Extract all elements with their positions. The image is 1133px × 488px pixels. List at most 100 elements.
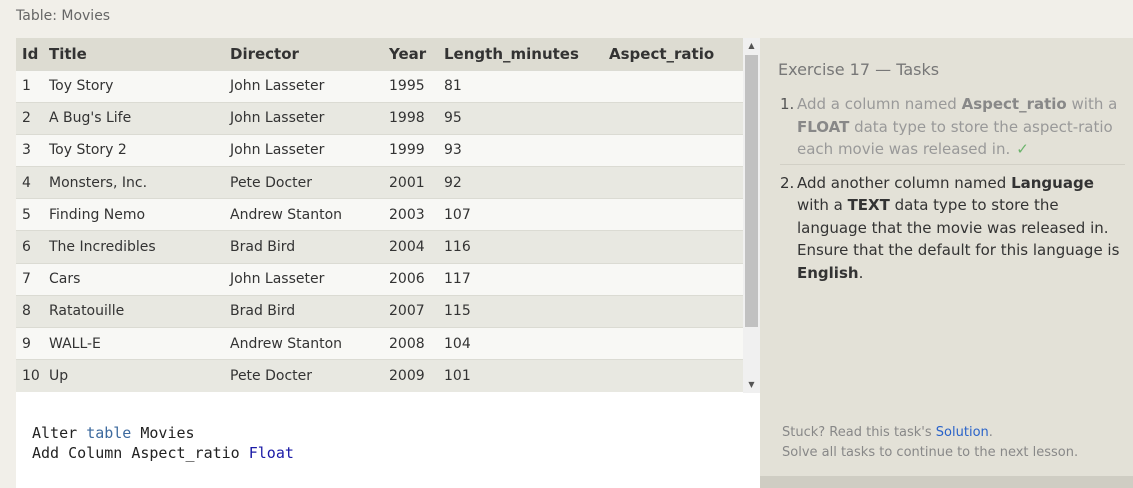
column-header: Title [49,38,230,70]
table-cell: John Lasseter [230,101,389,135]
code-keyword: table [86,424,132,442]
checkmark-icon: ✓ [1016,140,1029,158]
table-cell: 6 [16,230,49,264]
table-cell: 2009 [389,359,444,392]
table-cell: 3 [16,133,49,167]
table-cell: 2001 [389,166,444,199]
panel-title: Exercise 17 — Tasks [778,60,940,79]
table-cell [609,198,743,231]
task-number: 2. [780,173,795,192]
table-cell [609,230,743,264]
table-cell: 95 [444,101,609,135]
panel-footer: Stuck? Read this task's Solution. Solve … [782,423,1078,463]
table-cell: Up [49,359,230,392]
task-item-1: 1. Add a column named Aspect_ratio with … [780,93,1125,165]
table-cell: 81 [444,69,609,103]
code-token: Movies [140,424,195,442]
table-cell: Ratatouille [49,294,230,328]
editor-line-2: Add Column Aspect_ratio Float [32,443,760,463]
table-cell: 2003 [389,198,444,231]
table-cell: John Lasseter [230,262,389,296]
table-cell: Finding Nemo [49,198,230,231]
table-cell: Toy Story [49,69,230,103]
table-cell: 2008 [389,326,444,360]
task-text: Add another column named Language with a… [797,173,1120,282]
table-cell: 101 [444,359,609,392]
table-cell [609,101,743,135]
table-cell: 93 [444,133,609,167]
column-header: Id [16,38,49,70]
tasks-panel: Exercise 17 — Tasks 1. Add a column name… [760,38,1133,476]
code-token: Add Column Aspect_ratio [32,444,240,462]
continue-text: Solve all tasks to continue to the next … [782,445,1079,460]
table-cell: 2004 [389,230,444,264]
table-cell: 7 [16,262,49,296]
table-cell: Andrew Stanton [230,198,389,231]
table-cell: 8 [16,294,49,328]
table-cell: 2006 [389,262,444,296]
table-row: 5 Finding Nemo Andrew Stanton 2003 107 [16,198,743,231]
sql-editor[interactable]: Alter table Movies Add Column Aspect_rat… [16,393,760,488]
table-cell: 115 [444,294,609,328]
table-cell [609,69,743,103]
table-cell [609,326,743,360]
table-cell: 2007 [389,294,444,328]
table-cell: 1998 [389,101,444,135]
task-list: 1. Add a column named Aspect_ratio with … [780,93,1125,288]
table-cell: 116 [444,230,609,264]
task-item-2: 2. Add another column named Language wit… [780,165,1125,289]
table-row: 6 The Incredibles Brad Bird 2004 116 [16,230,743,264]
table-cell: 9 [16,326,49,360]
column-header: Aspect_ratio [609,38,743,70]
solution-link[interactable]: Solution [935,425,989,440]
table-row: 7 Cars John Lasseter 2006 117 [16,262,743,296]
table-scrollbar[interactable]: ▲ ▼ [743,38,760,393]
code-type-keyword: Float [248,444,294,462]
table-cell: 1 [16,69,49,103]
table-row: 1 Toy Story John Lasseter 1995 81 [16,69,743,103]
table-cell: Brad Bird [230,294,389,328]
scroll-up-arrow-icon[interactable]: ▲ [748,41,755,50]
table-cell: 104 [444,326,609,360]
table-cell [609,166,743,199]
scroll-thumb[interactable] [745,55,758,327]
table-cell: Andrew Stanton [230,326,389,360]
movies-table-panel: Id Title Director Year Length_minutes Aspect_… [16,38,760,393]
table-cell: 1995 [389,69,444,103]
table-row: 8 Ratatouille Brad Bird 2007 115 [16,294,743,328]
table-cell: 92 [444,166,609,199]
table-cell: 5 [16,198,49,231]
table-caption: Table: Movies [16,8,111,24]
table-cell: Toy Story 2 [49,133,230,167]
editor-line-1: Alter table Movies [32,423,760,443]
table-cell: Pete Docter [230,359,389,392]
stuck-text: Stuck? Read this task's Solution. [782,425,993,440]
column-header: Length_minutes [444,38,609,70]
table-row: 3 Toy Story 2 John Lasseter 1999 93 [16,133,743,167]
table-cell: Cars [49,262,230,296]
table-cell: John Lasseter [230,133,389,167]
task-text: Add a column named Aspect_ratio with a F… [797,95,1118,158]
table-row: 10 Up Pete Docter 2009 101 [16,359,743,392]
table-cell: Monsters, Inc. [49,166,230,199]
table-cell: 107 [444,198,609,231]
table-cell: 2 [16,101,49,135]
scroll-down-arrow-icon[interactable]: ▼ [748,380,755,389]
task-number: 1. [780,95,795,113]
table-cell: Pete Docter [230,166,389,199]
table-cell: Brad Bird [230,230,389,264]
table-cell: A Bug's Life [49,101,230,135]
table-cell: John Lasseter [230,69,389,103]
column-header: Director [230,38,389,70]
table-cell [609,294,743,328]
table-row: 4 Monsters, Inc. Pete Docter 2001 92 [16,166,743,199]
column-header: Year [389,38,444,70]
table-cell: WALL-E [49,326,230,360]
panel-bottom-bar [760,476,1133,488]
code-token: Alter [32,424,78,442]
table-cell [609,133,743,167]
table-row: 9 WALL-E Andrew Stanton 2008 104 [16,326,743,360]
table-cell: 4 [16,166,49,199]
table-header-row: Id Title Director Year Length_minutes Aspect_… [16,38,743,70]
